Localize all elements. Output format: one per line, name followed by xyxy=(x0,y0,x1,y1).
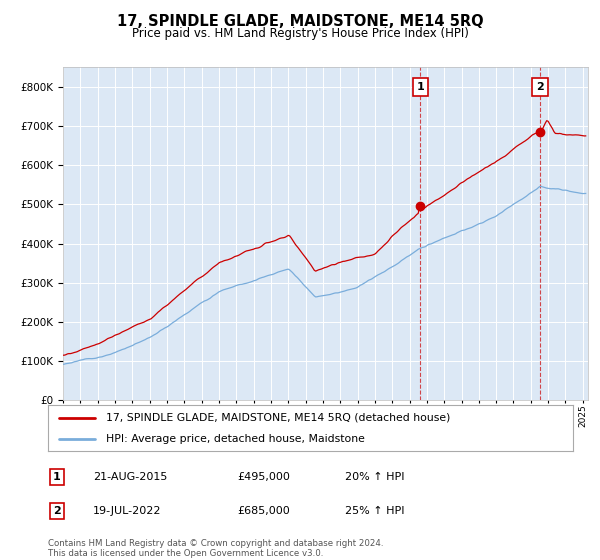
Text: Price paid vs. HM Land Registry's House Price Index (HPI): Price paid vs. HM Land Registry's House … xyxy=(131,27,469,40)
Text: 2: 2 xyxy=(536,82,544,92)
Text: HPI: Average price, detached house, Maidstone: HPI: Average price, detached house, Maid… xyxy=(106,435,365,444)
Text: 25% ↑ HPI: 25% ↑ HPI xyxy=(345,506,404,516)
Text: 17, SPINDLE GLADE, MAIDSTONE, ME14 5RQ (detached house): 17, SPINDLE GLADE, MAIDSTONE, ME14 5RQ (… xyxy=(106,413,450,423)
Text: 21-AUG-2015: 21-AUG-2015 xyxy=(93,472,167,482)
Text: 2: 2 xyxy=(53,506,61,516)
Text: 17, SPINDLE GLADE, MAIDSTONE, ME14 5RQ: 17, SPINDLE GLADE, MAIDSTONE, ME14 5RQ xyxy=(116,14,484,29)
Text: Contains HM Land Registry data © Crown copyright and database right 2024.
This d: Contains HM Land Registry data © Crown c… xyxy=(48,539,383,558)
Text: £685,000: £685,000 xyxy=(237,506,290,516)
Text: £495,000: £495,000 xyxy=(237,472,290,482)
Text: 19-JUL-2022: 19-JUL-2022 xyxy=(93,506,161,516)
Text: 1: 1 xyxy=(53,472,61,482)
Text: 20% ↑ HPI: 20% ↑ HPI xyxy=(345,472,404,482)
Text: 1: 1 xyxy=(416,82,424,92)
